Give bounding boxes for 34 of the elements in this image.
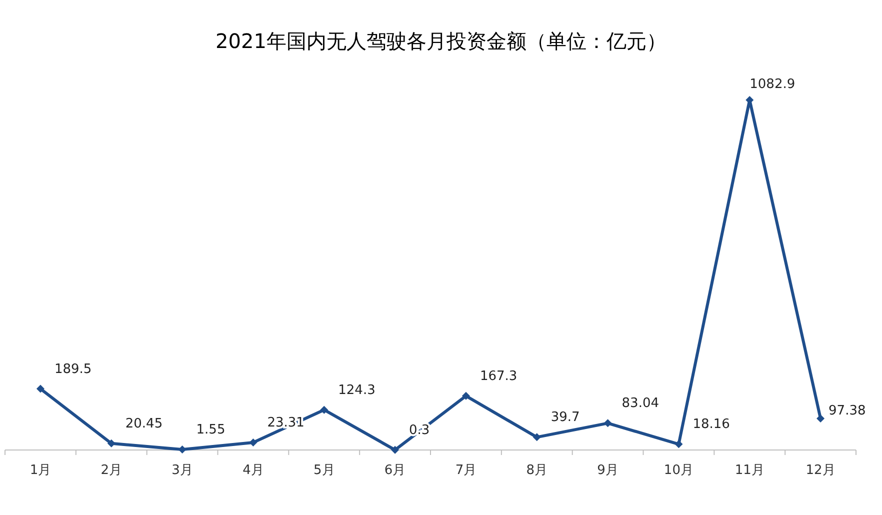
x-tick-label: 10月 — [664, 463, 694, 478]
point — [391, 446, 400, 454]
data-label: 83.04 — [622, 396, 660, 412]
data-label: 1.55 — [196, 422, 226, 438]
data-label: 97.38 — [828, 404, 866, 419]
x-tick-label: 12月 — [806, 463, 836, 478]
x-tick-label: 2月 — [100, 463, 122, 478]
data-label: 1082.9 — [750, 77, 796, 92]
data-label: 124.3 — [338, 382, 376, 398]
x-tick-label: 6月 — [384, 463, 406, 478]
x-tick-label: 11月 — [734, 463, 764, 478]
x-tick-label: 7月 — [455, 463, 477, 478]
point — [816, 414, 825, 423]
point — [604, 419, 612, 428]
x-tick-label: 8月 — [526, 463, 548, 478]
x-tick-label: 5月 — [313, 463, 335, 478]
point — [249, 438, 258, 446]
data-label: 189.5 — [54, 362, 92, 377]
x-tick-label: 3月 — [172, 463, 193, 478]
data-label: 39.7 — [550, 410, 580, 426]
point — [320, 406, 328, 414]
point — [178, 446, 186, 454]
chart-title: 2021年国内无人驾驶各月投资金额（单位：亿元） — [216, 29, 666, 53]
data-label: 18.16 — [692, 417, 730, 432]
point — [532, 433, 541, 442]
point — [674, 440, 683, 448]
point — [107, 439, 116, 448]
data-label: 167.3 — [480, 368, 518, 384]
point — [36, 384, 44, 393]
x-tick-label: 9月 — [597, 463, 618, 478]
x-tick-label: 1月 — [30, 463, 52, 478]
x-tick-label: 4月 — [242, 463, 264, 478]
point — [462, 392, 470, 400]
data-label: 20.45 — [125, 416, 163, 432]
